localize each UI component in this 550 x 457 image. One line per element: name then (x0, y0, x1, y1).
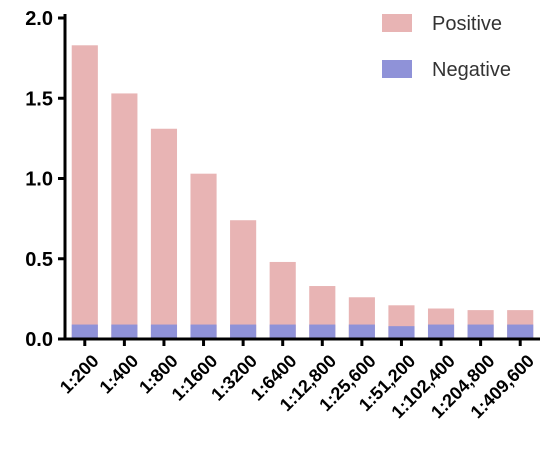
bar-negative-7 (348, 324, 375, 339)
bar-positive-4 (230, 220, 257, 339)
y-tick-label: 2.0 (25, 8, 53, 30)
bar-negative-1 (111, 324, 138, 339)
bar-positive-1 (111, 93, 138, 339)
bar-negative-3 (190, 324, 217, 339)
bar-negative-4 (230, 324, 257, 339)
bar-negative-6 (309, 324, 336, 339)
bar-negative-5 (269, 324, 296, 339)
x-tick-label: 1:200 (56, 351, 103, 398)
bar-negative-10 (467, 324, 494, 339)
bar-positive-3 (190, 173, 217, 339)
x-axis-ticks: 1:2001:4001:8001:16001:32001:64001:12,80… (56, 339, 538, 422)
y-tick-label: 0.5 (25, 249, 53, 271)
bar-negative-8 (388, 326, 415, 339)
bars (71, 45, 534, 339)
bar-negative-0 (71, 324, 98, 339)
legend: Positive Negative (382, 13, 511, 81)
y-tick-label: 1.0 (25, 169, 53, 191)
legend-swatch-positive (382, 14, 412, 32)
y-axis-ticks: 0.0 0.5 1.0 1.5 2.0 (25, 8, 65, 351)
axes (63, 14, 540, 341)
legend-label-positive: Positive (432, 13, 502, 35)
x-tick-label: 1:400 (96, 351, 143, 398)
bar-positive-2 (150, 128, 178, 339)
y-tick-label: 1.5 (25, 88, 53, 110)
bar-negative-2 (150, 324, 178, 339)
bar-positive-0 (71, 45, 98, 339)
legend-label-negative: Negative (432, 59, 511, 81)
bar-negative-11 (507, 324, 534, 339)
bar-negative-9 (427, 324, 455, 339)
y-tick-label: 0.0 (25, 329, 53, 351)
legend-swatch-negative (382, 60, 412, 78)
